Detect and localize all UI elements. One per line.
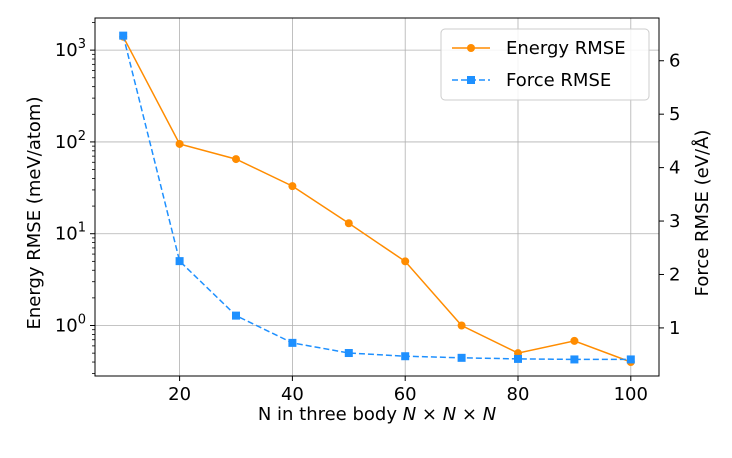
x-tick-label: 100: [614, 384, 648, 405]
x-tick-label: 80: [507, 384, 530, 405]
y-right-tick-label: 5: [669, 104, 680, 125]
force-rmse-point: [570, 355, 579, 364]
legend-force-marker: [467, 76, 475, 84]
force-rmse-point: [119, 31, 128, 40]
y-axis-right-title: Force RMSE (eV/Å): [691, 130, 713, 297]
x-tick-label: 60: [394, 384, 417, 405]
force-rmse-point: [626, 355, 635, 364]
x-axis-title: N in three body N × N × N: [258, 404, 496, 425]
y-left-tick-label: 103: [55, 37, 86, 61]
energy-rmse-point: [457, 321, 466, 330]
plot-frame: [94, 17, 660, 377]
x-tick-label: 40: [281, 384, 304, 405]
legend-force-label: Force RMSE: [506, 70, 611, 91]
y-axis-left: 100 101 102 103: [55, 22, 95, 374]
force-rmse-point: [232, 311, 240, 320]
y-right-tick-label: 6: [669, 51, 680, 72]
energy-rmse-point: [570, 336, 579, 345]
legend-energy-label: Energy RMSE: [506, 38, 626, 59]
y-axis-left-title: Energy RMSE (meV/atom): [24, 97, 45, 330]
y-right-tick-label: 1: [669, 318, 680, 339]
x-tick-label: 20: [168, 384, 191, 405]
force-rmse-point: [457, 353, 466, 362]
y-right-tick-label: 4: [669, 158, 680, 179]
energy-rmse-point: [401, 257, 410, 266]
y-axis-right: 1 2 3 4 5 6: [659, 51, 680, 339]
y-left-tick-label: 101: [55, 221, 86, 245]
force-rmse-series: [119, 31, 635, 364]
x-axis: 20 40 60 80 100: [168, 376, 648, 405]
legend-energy-marker: [467, 44, 475, 52]
y-left-tick-label: 100: [55, 313, 86, 337]
legend-box: [440, 28, 650, 101]
force-rmse-line: [122, 35, 631, 361]
energy-rmse-point: [175, 139, 184, 148]
energy-rmse-point: [344, 219, 353, 228]
force-rmse-point: [288, 338, 297, 347]
force-rmse-point: [401, 352, 410, 361]
energy-rmse-point: [288, 182, 297, 191]
legend: Energy RMSE Force RMSE: [440, 28, 650, 101]
energy-rmse-point: [232, 155, 240, 164]
y-left-tick-label: 102: [55, 129, 86, 153]
y-right-tick-label: 2: [669, 264, 680, 285]
energy-rmse-line: [122, 36, 632, 363]
force-rmse-point: [344, 349, 353, 358]
force-rmse-point: [175, 257, 184, 266]
force-rmse-point: [514, 354, 522, 363]
y-right-tick-label: 3: [669, 211, 680, 232]
